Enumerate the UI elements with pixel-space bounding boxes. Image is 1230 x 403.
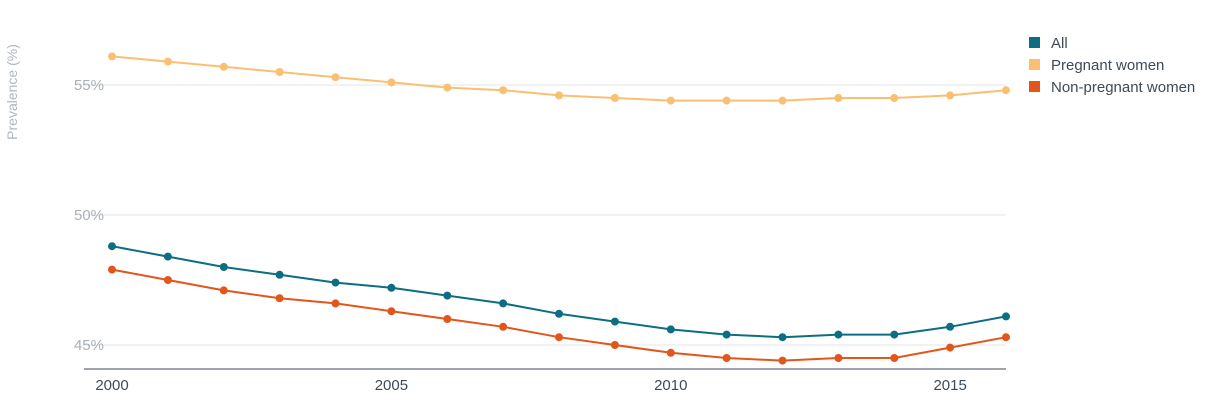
data-point [946, 343, 955, 352]
data-point [163, 252, 172, 261]
data-point [163, 57, 172, 66]
data-point [834, 94, 843, 102]
y-axis-label: Prevalence (%) [4, 44, 20, 140]
series [108, 52, 1010, 365]
data-point [722, 354, 731, 362]
data-point [443, 291, 452, 300]
data-point [610, 317, 619, 326]
legend-item: Pregnant women [1029, 57, 1164, 74]
data-point [666, 348, 675, 357]
y-axis-ticks: 45% 50% 55% [74, 77, 104, 354]
data-point [890, 330, 899, 339]
data-point [722, 96, 731, 105]
data-point [387, 307, 396, 316]
data-point [499, 299, 508, 308]
data-point [275, 294, 284, 303]
data-point [946, 322, 955, 331]
data-point [387, 283, 396, 292]
data-point [946, 91, 955, 100]
legend-item: All [1029, 35, 1068, 52]
data-point [890, 94, 899, 102]
x-tick-label: 2015 [933, 377, 966, 394]
series-non-pregnant-women [108, 265, 1010, 365]
legend-label: Pregnant women [1051, 57, 1164, 74]
data-point [722, 330, 731, 339]
data-point [275, 270, 284, 279]
y-tick-label: 45% [74, 337, 104, 354]
data-point [331, 299, 340, 308]
data-point [778, 96, 787, 105]
data-point [890, 354, 899, 362]
gridlines [84, 84, 1006, 346]
data-point [555, 91, 563, 100]
data-point [331, 278, 340, 287]
data-point [555, 333, 563, 342]
legend: All Pregnant women Non-pregnant women [1029, 35, 1195, 96]
series-all [108, 242, 1010, 342]
data-point [275, 68, 284, 76]
data-point [331, 73, 340, 82]
data-point [219, 263, 228, 271]
data-point [666, 325, 675, 334]
data-point [108, 242, 116, 251]
data-point [108, 52, 116, 61]
data-point [834, 354, 843, 362]
data-point [834, 330, 843, 339]
x-tick-label: 2005 [375, 377, 408, 394]
legend-item: Non-pregnant women [1029, 79, 1195, 96]
legend-swatch [1029, 81, 1040, 92]
data-point [108, 265, 116, 274]
data-point [610, 341, 619, 349]
y-tick-label: 55% [74, 77, 104, 94]
data-point [778, 356, 787, 365]
data-point [443, 83, 452, 92]
legend-swatch [1029, 59, 1040, 70]
legend-label: Non-pregnant women [1051, 79, 1195, 96]
data-point [443, 315, 452, 323]
data-point [219, 286, 228, 295]
data-point [778, 333, 787, 342]
data-point [610, 94, 619, 102]
x-axis-ticks: 2000 2005 2010 2015 [95, 377, 967, 394]
data-point [163, 276, 172, 284]
data-point [666, 96, 675, 105]
legend-swatch [1029, 37, 1040, 48]
data-point [499, 322, 508, 331]
data-point [1002, 312, 1010, 321]
data-point [219, 62, 228, 71]
data-point [387, 78, 396, 87]
data-point [1002, 86, 1010, 95]
data-point [1002, 333, 1010, 342]
data-point [555, 309, 563, 318]
series-pregnant-women [108, 52, 1010, 105]
legend-label: All [1051, 35, 1068, 52]
x-tick-label: 2000 [95, 377, 128, 394]
data-point [499, 86, 508, 95]
x-tick-label: 2010 [654, 377, 687, 394]
y-tick-label: 50% [74, 207, 104, 224]
series-line [111, 245, 1007, 339]
